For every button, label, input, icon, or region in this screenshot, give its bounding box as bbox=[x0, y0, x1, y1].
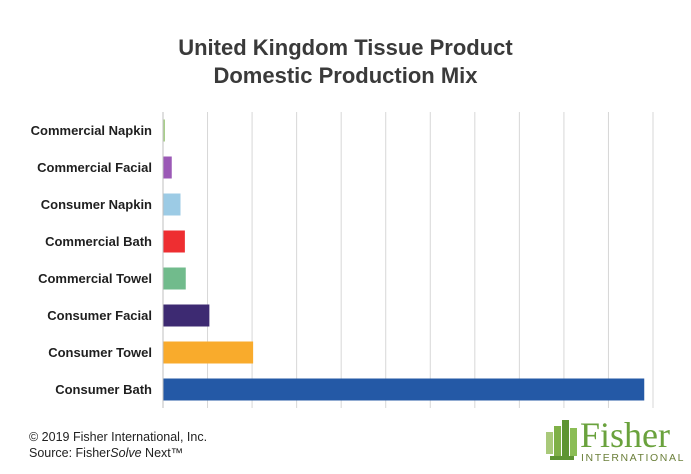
source-text: Source: FisherSolve Next™ bbox=[29, 445, 207, 461]
fisher-logo-word: Fisher bbox=[580, 415, 670, 455]
fisher-logo: Fisher INTERNATIONAL bbox=[540, 415, 686, 466]
fisher-logo-mark bbox=[546, 420, 577, 460]
category-label: Commercial Bath bbox=[45, 234, 152, 249]
category-label: Consumer Napkin bbox=[41, 197, 152, 212]
bar bbox=[163, 304, 210, 327]
chart-title: United Kingdom Tissue Product Domestic P… bbox=[0, 34, 691, 90]
bar bbox=[163, 378, 645, 401]
category-label: Commercial Napkin bbox=[31, 123, 152, 138]
category-label: Commercial Facial bbox=[37, 160, 152, 175]
bar bbox=[163, 341, 254, 364]
source-italic: Solve bbox=[110, 446, 142, 460]
category-label: Commercial Towel bbox=[38, 271, 152, 286]
copyright-text: © 2019 Fisher International, Inc. bbox=[29, 430, 208, 444]
category-label: Consumer Towel bbox=[48, 345, 152, 360]
source-prefix: Source: Fisher bbox=[29, 446, 111, 460]
category-label: Consumer Bath bbox=[55, 382, 152, 397]
category-label: Consumer Facial bbox=[47, 308, 152, 323]
chart-title-line2: Domestic Production Mix bbox=[213, 63, 478, 88]
bar bbox=[163, 156, 172, 179]
footer: © 2019 Fisher International, Inc. Source… bbox=[29, 429, 207, 461]
bar bbox=[163, 267, 186, 290]
bar bbox=[163, 119, 165, 142]
bar bbox=[163, 193, 181, 216]
source-suffix: Next™ bbox=[141, 446, 184, 460]
fisher-logo-sub: INTERNATIONAL bbox=[581, 452, 686, 464]
bar bbox=[163, 230, 185, 253]
chart-title-line1: United Kingdom Tissue Product bbox=[178, 35, 513, 60]
